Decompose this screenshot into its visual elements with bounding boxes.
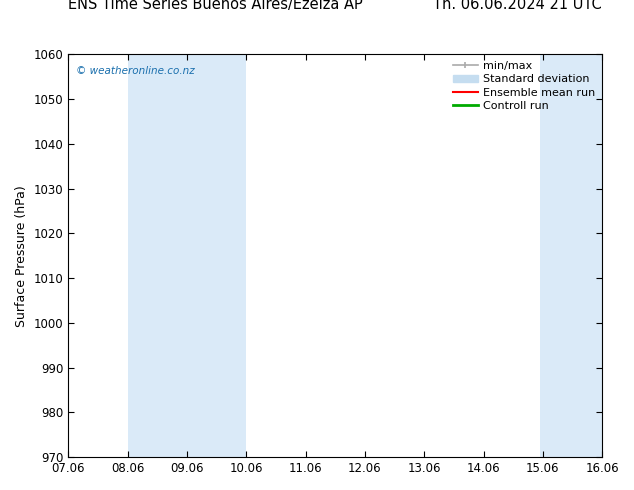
- Legend: min/max, Standard deviation, Ensemble mean run, Controll run: min/max, Standard deviation, Ensemble me…: [449, 56, 600, 116]
- Text: Th. 06.06.2024 21 UTC: Th. 06.06.2024 21 UTC: [434, 0, 602, 12]
- Y-axis label: Surface Pressure (hPa): Surface Pressure (hPa): [15, 185, 28, 327]
- Bar: [540, 54, 602, 457]
- Text: ENS Time Series Buenos Aires/Ezeiza AP: ENS Time Series Buenos Aires/Ezeiza AP: [68, 0, 363, 12]
- Bar: [127, 54, 246, 457]
- Text: © weatheronline.co.nz: © weatheronline.co.nz: [76, 66, 195, 76]
